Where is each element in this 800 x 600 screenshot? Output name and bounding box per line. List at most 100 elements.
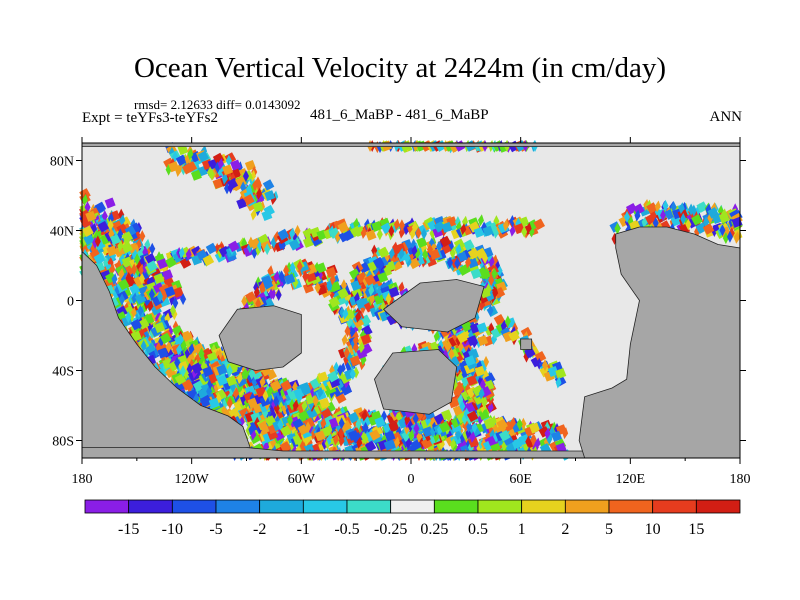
velocity-cell [161, 290, 168, 303]
velocity-cell [356, 297, 368, 309]
velocity-cell [192, 380, 205, 392]
velocity-cell [337, 287, 349, 300]
colorbar: -15 -10 -5 -2 -1 -0.5 -0.25 0.25 0.5 1 2 5 10 15 [84, 499, 741, 538]
colorbar-label: -15 [118, 521, 139, 538]
velocity-cell [180, 339, 187, 352]
velocity-cell [226, 375, 238, 387]
velocity-cell [352, 334, 359, 347]
velocity-cell [678, 202, 685, 215]
velocity-cell [533, 218, 546, 231]
colorbar-swatch [259, 499, 304, 514]
velocity-cell [236, 372, 243, 385]
velocity-cell [134, 253, 141, 266]
velocity-cell [162, 269, 174, 281]
velocity-cell [388, 225, 395, 238]
velocity-cell [467, 335, 479, 347]
velocity-cell [82, 193, 88, 206]
velocity-cell [305, 271, 317, 283]
velocity-cell [496, 418, 508, 431]
velocity-cell [326, 433, 333, 446]
velocity-cell [412, 412, 419, 425]
velocity-cell [448, 347, 455, 360]
colorbar-label: -5 [209, 521, 222, 538]
velocity-cell [427, 243, 434, 256]
velocity-cell [529, 422, 541, 434]
velocity-cell [156, 258, 168, 270]
y-tick-label: 40S [52, 365, 74, 380]
velocity-cell [147, 300, 154, 312]
colorbar-swatch [433, 499, 479, 514]
velocity-cell [329, 273, 336, 286]
velocity-cell [353, 292, 360, 304]
velocity-cell [487, 304, 494, 317]
colorbar-label: 2 [561, 521, 569, 538]
velocity-cell [169, 304, 176, 317]
velocity-cell [364, 440, 377, 453]
velocity-cell [364, 274, 376, 286]
velocity-cell [358, 341, 365, 354]
velocity-cell [525, 435, 532, 448]
velocity-cell [479, 378, 486, 391]
velocity-cell [259, 283, 266, 296]
velocity-cell [270, 193, 277, 205]
velocity-cell [670, 215, 682, 227]
velocity-cell [118, 267, 125, 280]
velocity-cell [341, 333, 348, 346]
velocity-cell [340, 384, 353, 396]
region-upper-arc [80, 210, 187, 317]
velocity-cell [534, 437, 541, 450]
velocity-cell [125, 311, 132, 324]
velocity-cell [165, 256, 177, 269]
velocity-cell [373, 293, 385, 305]
velocity-cell [319, 397, 331, 409]
velocity-cell [243, 194, 255, 206]
velocity-cell [326, 423, 333, 436]
velocity-cell [405, 437, 412, 450]
experiment-label: Expt = teYFs3-teYFs2 [82, 110, 218, 126]
velocity-cell [82, 225, 94, 237]
velocity-cell [157, 290, 164, 303]
velocity-cell [138, 272, 145, 285]
velocity-cell [93, 253, 106, 265]
velocity-cell [429, 248, 441, 260]
velocity-cell [288, 239, 301, 251]
velocity-cell [176, 343, 183, 356]
velocity-cell [355, 310, 362, 323]
colorbar-label: 10 [645, 521, 661, 538]
chart-title: Ocean Vertical Velocity at 2424m (in cm/… [133, 52, 667, 84]
velocity-cell [320, 417, 327, 430]
velocity-cell [542, 359, 549, 372]
velocity-cell [474, 365, 486, 377]
land-africa-block [382, 279, 485, 333]
velocity-cell [328, 296, 341, 308]
velocity-cell [174, 356, 181, 369]
velocity-cell [719, 224, 726, 237]
velocity-cell [504, 315, 511, 328]
season-label: ANN [709, 109, 743, 125]
colorbar-swatch [564, 499, 610, 514]
velocity-cell [216, 375, 228, 386]
velocity-cell [259, 395, 271, 407]
velocity-cell [383, 439, 395, 451]
velocity-cell [199, 354, 206, 367]
velocity-cell [119, 214, 126, 227]
velocity-cell [455, 243, 462, 256]
velocity-cell [197, 150, 210, 163]
velocity-cell [337, 221, 349, 234]
colorbar-swatch [608, 499, 654, 514]
velocity-cell [466, 410, 479, 423]
velocity-cell [365, 229, 377, 241]
velocity-cell [250, 170, 256, 182]
velocity-cell [338, 417, 345, 430]
velocity-cell [376, 228, 383, 241]
velocity-cell [465, 256, 472, 269]
velocity-cell [479, 268, 491, 280]
velocity-cell [551, 430, 563, 442]
velocity-cell [342, 307, 349, 320]
velocity-cell [359, 415, 372, 428]
velocity-cell [482, 252, 489, 265]
velocity-cell [314, 430, 326, 442]
colorbar-label: 15 [688, 521, 704, 538]
velocity-cell [200, 394, 212, 407]
velocity-cell [488, 255, 495, 268]
